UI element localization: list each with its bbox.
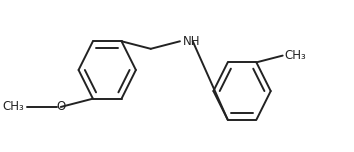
Text: CH₃: CH₃	[284, 49, 306, 62]
Text: O: O	[56, 100, 65, 113]
Text: CH₃: CH₃	[2, 100, 24, 113]
Text: NH: NH	[183, 35, 201, 48]
